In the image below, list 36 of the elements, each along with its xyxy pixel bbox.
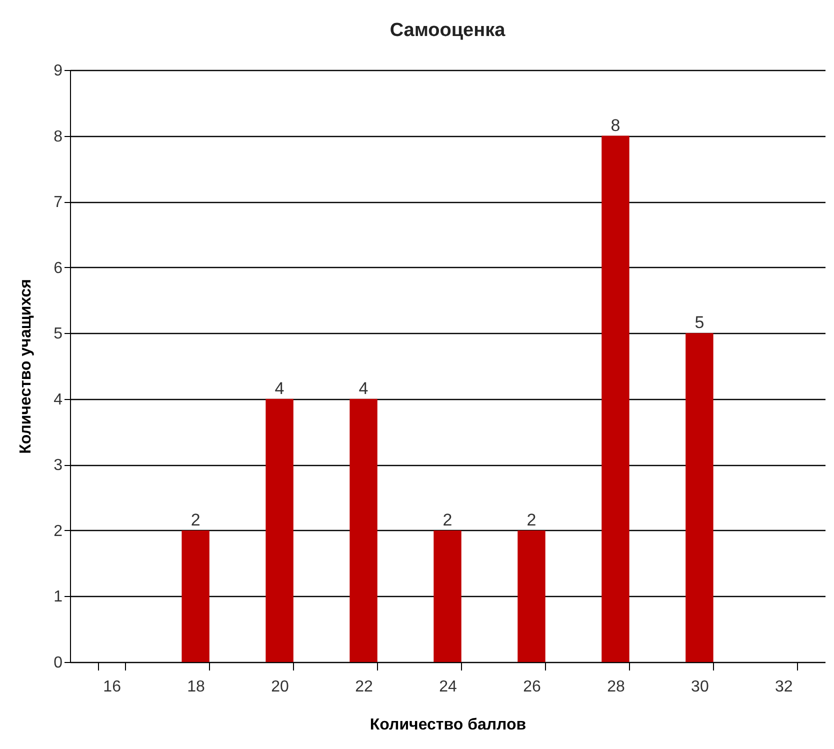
x-tick-label: 30 (691, 678, 709, 696)
y-tick-label: 5 (54, 326, 63, 343)
y-tick-label: 8 (54, 128, 63, 146)
x-tick-label: 24 (439, 678, 457, 696)
bar (602, 136, 630, 662)
x-tick-label: 16 (103, 678, 122, 696)
x-tick-label: 26 (523, 678, 541, 696)
y-tick-label: 7 (54, 194, 63, 212)
y-tick-label: 0 (54, 654, 63, 672)
bar (686, 333, 714, 662)
chart-title: Самооценка (390, 20, 506, 41)
x-tick-label: 28 (607, 678, 625, 696)
data-label: 5 (694, 313, 704, 332)
x-tick-label: 18 (187, 678, 206, 696)
data-label: 8 (610, 116, 620, 135)
data-label: 2 (190, 510, 200, 530)
data-label: 4 (358, 378, 368, 398)
y-tick-label: 3 (54, 457, 63, 474)
data-label: 2 (442, 510, 452, 530)
x-tick-label: 20 (271, 678, 290, 696)
x-tick-label: 32 (775, 678, 793, 696)
x-tick-label: 22 (355, 678, 374, 696)
y-axis-title: Количество учащихся (18, 279, 35, 454)
y-tick-label: 2 (54, 522, 63, 540)
y-tick-label: 6 (54, 260, 63, 277)
bar (350, 398, 378, 662)
bar (266, 398, 294, 662)
bar (182, 530, 210, 662)
y-tick-label: 1 (54, 588, 63, 606)
x-axis-title: Количество баллов (370, 716, 526, 734)
data-label: 2 (526, 510, 536, 530)
bar (434, 530, 462, 662)
data-label: 4 (274, 378, 284, 398)
bar (518, 530, 546, 662)
y-tick-label: 4 (54, 391, 63, 408)
y-tick-label: 9 (54, 62, 63, 80)
